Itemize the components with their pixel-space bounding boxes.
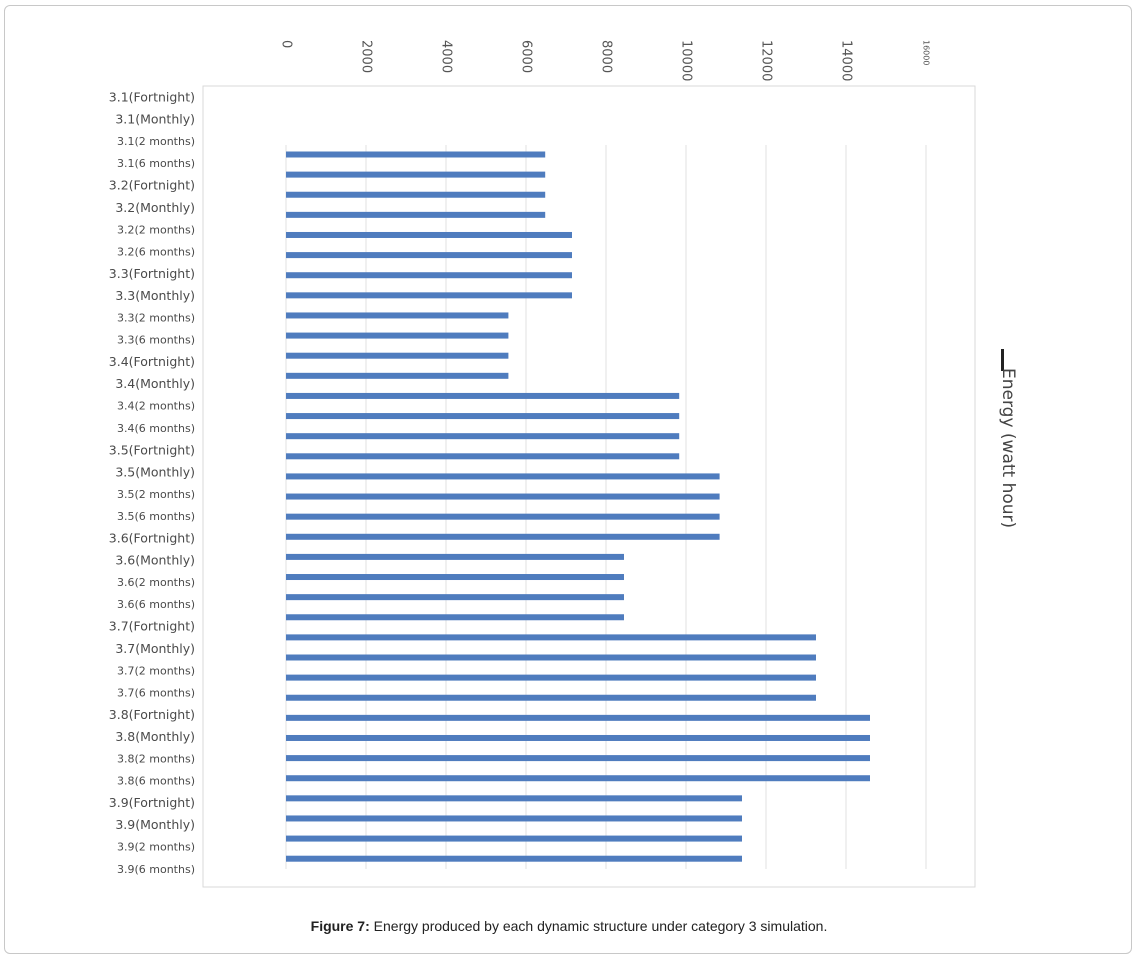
category-label: 3.8(6 months) xyxy=(117,775,195,788)
x-tick-label: 10000 xyxy=(679,40,694,81)
x-tick-label: 14000 xyxy=(839,40,854,81)
category-label: 3.8(Fortnight) xyxy=(109,707,195,722)
caption-text: Energy produced by each dynamic structur… xyxy=(369,918,828,934)
category-label: 3.5(Fortnight) xyxy=(109,442,195,457)
bar xyxy=(286,191,546,198)
x-tick-label: 6000 xyxy=(519,40,534,73)
legend-label: Energy (watt hour) xyxy=(998,368,1018,528)
category-label: 3.6(6 months) xyxy=(117,598,195,611)
bar xyxy=(286,694,816,701)
bar xyxy=(286,734,870,741)
x-tick-label: 8000 xyxy=(599,40,614,73)
bar xyxy=(286,815,742,822)
category-label: 3.2(2 months) xyxy=(117,223,195,236)
category-label: 3.9(Monthly) xyxy=(115,817,195,832)
bar xyxy=(286,533,720,540)
bar xyxy=(286,614,624,621)
bar xyxy=(286,775,870,782)
category-label: 3.5(Monthly) xyxy=(115,464,195,479)
category-label: 3.5(2 months) xyxy=(117,488,195,501)
category-label: 3.4(2 months) xyxy=(117,400,195,413)
bar xyxy=(286,312,509,319)
category-label: 3.4(6 months) xyxy=(117,422,195,435)
category-label: 3.7(2 months) xyxy=(117,664,195,677)
category-label: 3.4(Monthly) xyxy=(115,376,195,391)
bar xyxy=(286,252,572,259)
bar xyxy=(286,755,870,762)
category-label: 3.7(Monthly) xyxy=(115,641,195,656)
x-tick-label: 16000 xyxy=(922,40,931,65)
category-label: 3.3(Monthly) xyxy=(115,288,195,303)
x-tick-label: 0 xyxy=(279,40,294,48)
bar xyxy=(286,493,720,500)
bar xyxy=(286,332,509,339)
bar xyxy=(286,413,680,420)
bar xyxy=(286,634,816,641)
category-label: 3.3(6 months) xyxy=(117,334,195,347)
category-label: 3.1(2 months) xyxy=(117,135,195,148)
category-label: 3.1(Monthly) xyxy=(115,112,195,127)
bar xyxy=(286,372,509,379)
bar xyxy=(286,151,546,158)
category-label: 3.6(Fortnight) xyxy=(109,531,195,546)
bar xyxy=(286,231,572,238)
bar xyxy=(286,392,680,399)
bar xyxy=(286,574,624,581)
category-label: 3.7(6 months) xyxy=(117,686,195,699)
category-label: 3.5(6 months) xyxy=(117,510,195,523)
category-label: 3.9(6 months) xyxy=(117,863,195,876)
category-label: 3.1(6 months) xyxy=(117,157,195,170)
x-tick-label: 4000 xyxy=(439,40,454,73)
bar xyxy=(286,835,742,842)
bar xyxy=(286,272,572,279)
bar xyxy=(286,292,572,299)
bar xyxy=(286,594,624,601)
caption-label: Figure 7: xyxy=(310,918,370,934)
category-label: 3.6(2 months) xyxy=(117,576,195,589)
category-label: 3.2(Fortnight) xyxy=(109,178,195,193)
bar xyxy=(286,674,816,681)
category-label: 3.6(Monthly) xyxy=(115,553,195,568)
legend-marker xyxy=(1001,349,1004,371)
category-label: 3.8(Monthly) xyxy=(115,729,195,744)
bar xyxy=(286,654,816,661)
bar xyxy=(286,211,546,218)
bar xyxy=(286,855,742,862)
category-label: 3.2(Monthly) xyxy=(115,200,195,215)
figure-caption: Figure 7: Energy produced by each dynami… xyxy=(0,918,1138,934)
bar xyxy=(286,714,870,721)
bar xyxy=(286,553,624,560)
category-label: 3.3(2 months) xyxy=(117,312,195,325)
bar xyxy=(286,513,720,520)
bar xyxy=(286,453,680,460)
figure-frame xyxy=(4,5,1132,954)
category-label: 3.4(Fortnight) xyxy=(109,354,195,369)
bar xyxy=(286,352,509,359)
bar xyxy=(286,795,742,802)
category-label: 3.1(Fortnight) xyxy=(109,90,195,105)
category-label: 3.9(Fortnight) xyxy=(109,795,195,810)
category-label: 3.8(2 months) xyxy=(117,753,195,766)
x-tick-label: 12000 xyxy=(759,40,774,81)
category-label: 3.7(Fortnight) xyxy=(109,619,195,634)
bar xyxy=(286,473,720,480)
x-tick-label: 2000 xyxy=(359,40,374,73)
plot-area xyxy=(202,85,976,888)
category-label: 3.3(Fortnight) xyxy=(109,266,195,281)
category-label: 3.9(2 months) xyxy=(117,841,195,854)
category-label: 3.2(6 months) xyxy=(117,245,195,258)
bar xyxy=(286,433,680,440)
bar xyxy=(286,171,546,178)
